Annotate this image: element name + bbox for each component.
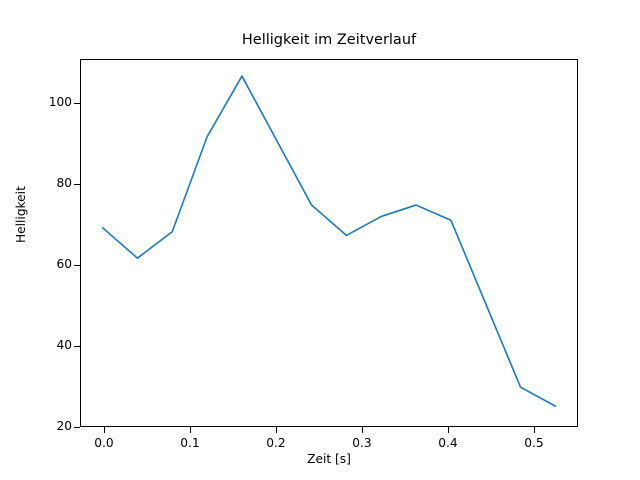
x-axis-label: Zeit [s]: [307, 452, 351, 466]
x-tick-mark-3: [361, 427, 363, 433]
y-tick-mark-100: [74, 102, 80, 104]
y-tick-mark-60: [74, 264, 80, 266]
x-tick-label-3: 0.3: [352, 436, 372, 450]
x-tick-label-2: 0.2: [266, 436, 286, 450]
x-tick-mark-1: [189, 427, 191, 433]
x-tick-mark-5: [533, 427, 535, 433]
y-axis-label: Helligkeit: [14, 186, 28, 243]
y-tick-label-80: 80: [56, 176, 72, 190]
y-tick-label-20: 20: [56, 419, 72, 433]
x-tick-mark-4: [447, 427, 449, 433]
y-tick-mark-80: [74, 183, 80, 185]
x-tick-label-4: 0.4: [438, 436, 458, 450]
page-title: Helligkeit im Zeitverlauf: [241, 32, 417, 48]
y-tick-label-100: 100: [48, 95, 72, 109]
x-tick-mark-2: [275, 427, 277, 433]
x-tick-mark-0: [103, 427, 105, 433]
x-tick-label-5: 0.5: [524, 436, 544, 450]
x-tick-label-1: 0.1: [180, 436, 200, 450]
y-tick-mark-40: [74, 345, 80, 347]
y-tick-label-60: 60: [56, 257, 72, 271]
y-tick-label-40: 40: [56, 338, 72, 352]
plot-area: [80, 59, 578, 427]
y-tick-mark-20: [74, 426, 80, 428]
x-tick-label-0: 0.0: [94, 436, 114, 450]
